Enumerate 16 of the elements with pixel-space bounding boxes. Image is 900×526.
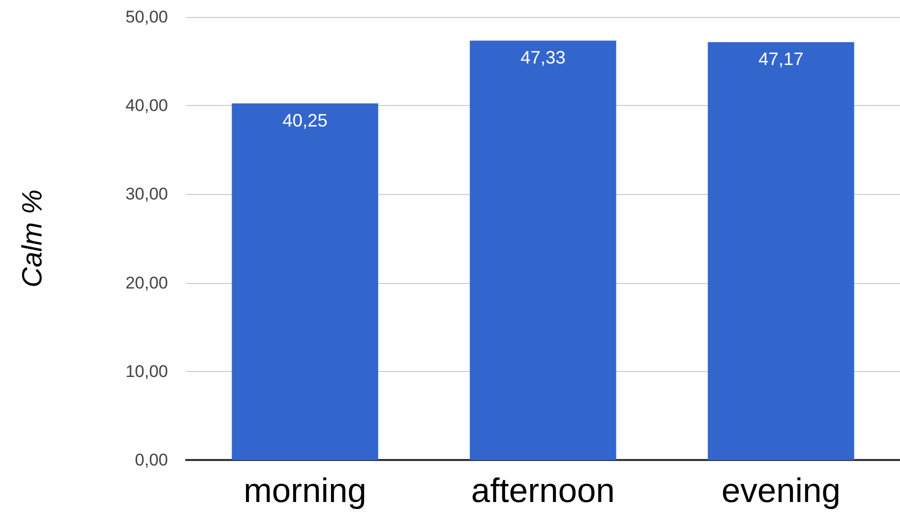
data-label: 40,25 xyxy=(282,110,328,130)
y-tick-label: 20,00 xyxy=(125,273,168,292)
y-tick-label: 40,00 xyxy=(125,96,168,116)
x-tick-label: morning xyxy=(244,472,366,510)
x-tick-label: evening xyxy=(721,472,841,510)
x-tick-label: afternoon xyxy=(471,472,615,510)
bar xyxy=(708,42,854,460)
y-tick-label: 50,00 xyxy=(125,8,168,26)
data-label: 47,17 xyxy=(758,49,804,70)
y-tick-label: 30,00 xyxy=(125,184,168,204)
y-tick-label: 10,00 xyxy=(125,362,168,381)
data-label: 47,33 xyxy=(520,48,566,68)
bar xyxy=(232,103,378,460)
y-axis-title: Calm % xyxy=(16,189,48,288)
bar xyxy=(470,40,616,460)
y-tick-label: 0,00 xyxy=(134,450,168,470)
